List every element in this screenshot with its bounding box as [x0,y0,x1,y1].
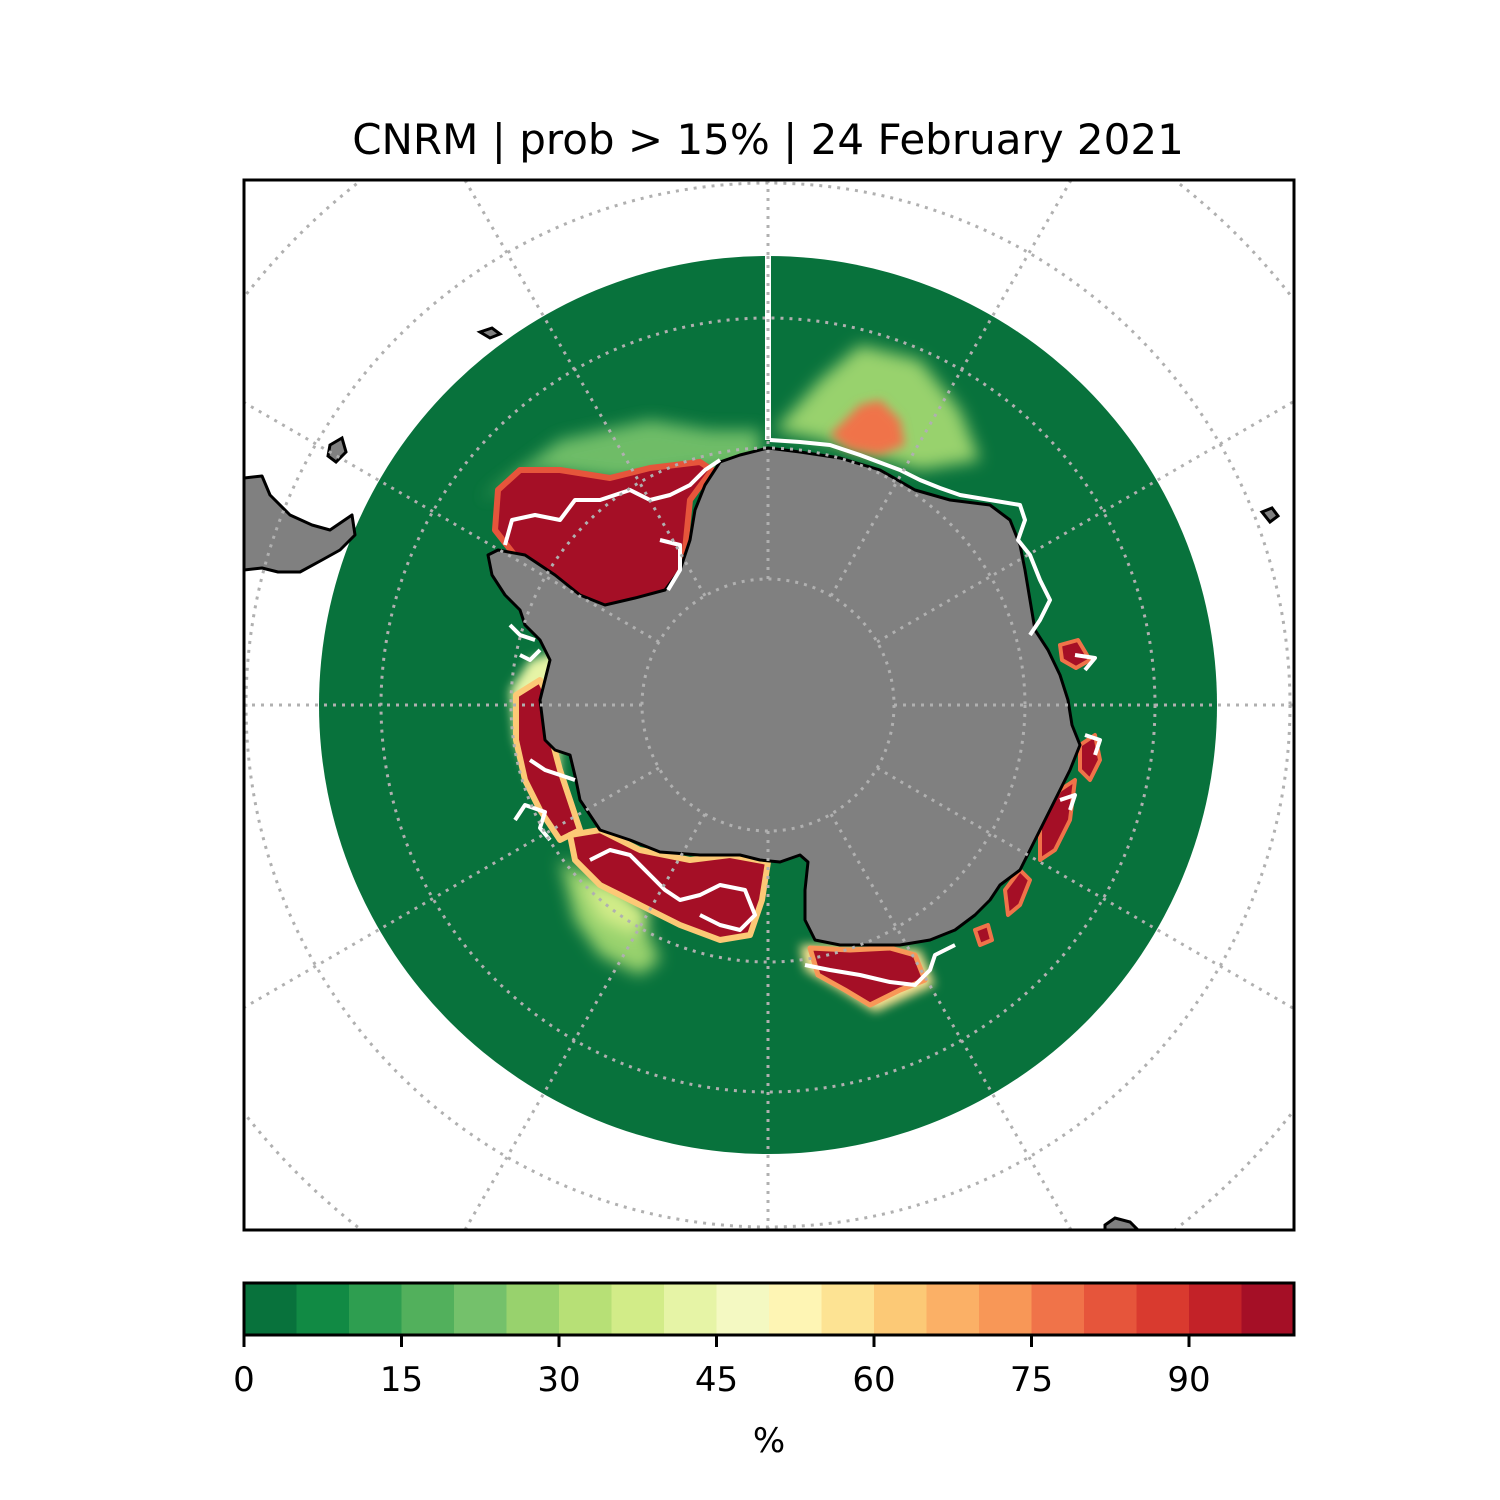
colorbar-segment [769,1283,823,1335]
meridian-line [829,180,1073,597]
observed-edge-amundsen [508,623,576,782]
colorbar-segment [349,1283,403,1335]
colorbar-tick-label: 60 [852,1360,895,1400]
prob-zone-ross-fringe [580,880,650,935]
colorbar: 0 15 30 45 60 75 90 % [233,1281,1296,1461]
colorbar-segment [1031,1283,1085,1335]
prob-zone-high-weddell-east [830,400,905,455]
meridian-line [244,400,660,644]
colorbar-segment [821,1283,875,1335]
colorbar-tick-label: 45 [695,1360,738,1400]
graticule [244,180,1294,1230]
colorbar-segment [1241,1283,1295,1335]
colorbar-tick-label: 75 [1010,1360,1053,1400]
colorbar-tick-label: 90 [1167,1360,1210,1400]
observed-edge-weddell [503,458,722,592]
colorbar-segment [1136,1283,1190,1335]
south-georgia-island [476,326,504,340]
falkland-islands [326,435,348,464]
colorbar-segment [1084,1283,1138,1335]
meridian-line [463,813,707,1230]
kerguelen-island [1259,506,1281,525]
colorbar-segment [454,1283,508,1335]
colorbar-tick-label: 0 [233,1360,255,1400]
observed-edge-east-2 [1059,653,1102,811]
colorbar-tick-label: 15 [380,1360,423,1400]
colorbar-segment [244,1283,298,1335]
colorbar-label: % [753,1421,785,1461]
colorbar-segment [296,1283,350,1335]
meridian-line [829,813,1073,1230]
colorbar-segments [244,1283,1295,1335]
colorbar-ticks: 0 15 30 45 60 75 90 [233,1335,1211,1400]
ross-sea-ice [567,827,771,943]
colorbar-frame [242,1281,1296,1337]
figure-title: CNRM | prob > 15% | 24 February 2021 [352,115,1184,164]
antarctica-land [486,446,1082,947]
prob-zone-low-weddell [480,420,760,500]
colorbar-segment [874,1283,928,1335]
observed-edge-east [769,438,1052,637]
colorbar-segment [401,1283,455,1335]
east-ice-patch-5 [973,923,994,947]
meridian-line [876,399,1294,644]
colorbar-tick-label: 30 [537,1360,580,1400]
colorbar-segment [559,1283,613,1335]
map-frame [242,178,1296,1232]
meridian-line [876,766,1294,1011]
meridian-line [463,180,707,597]
latitude-circle-70 [509,446,1027,964]
colorbar-segment [664,1283,718,1335]
east-ice-patch-4 [1058,638,1092,670]
south-america-tip [244,474,357,574]
observed-ice-edge [503,438,1102,987]
meridian-line [244,766,660,1010]
colorbar-segment [926,1283,980,1335]
colorbar-segment [979,1283,1033,1335]
colorbar-segment [716,1283,770,1335]
colorbar-segment [611,1283,665,1335]
observed-edge-amery [804,943,956,987]
colorbar-segment [1189,1283,1243,1335]
polar-map [244,180,1294,1230]
observed-edge-ross [513,803,757,932]
colorbar-segment [506,1283,560,1335]
